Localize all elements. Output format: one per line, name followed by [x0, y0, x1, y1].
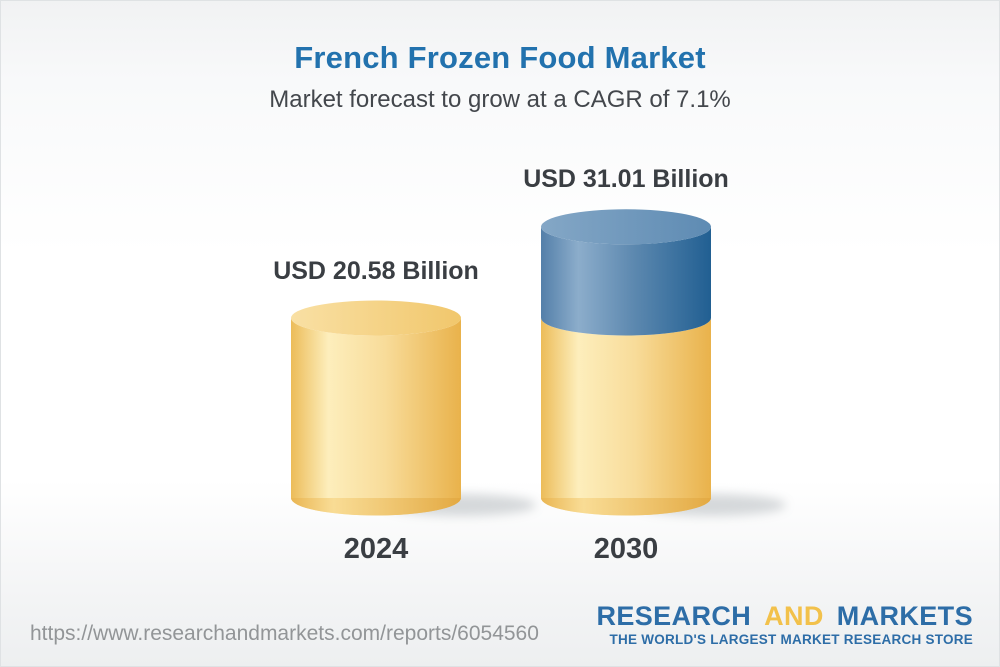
value-label-2024: USD 20.58 Billion — [273, 257, 479, 285]
page-title: French Frozen Food Market — [294, 40, 706, 75]
report-url: https://www.researchandmarkets.com/repor… — [30, 622, 539, 645]
cylinders-group — [291, 209, 786, 516]
brand-logo-wordmark: RESEARCH AND MARKETS — [596, 601, 973, 631]
brand-tagline: THE WORLD'S LARGEST MARKET RESEARCH STOR… — [609, 632, 973, 647]
value-label-2030: USD 31.01 Billion — [523, 165, 729, 193]
axis-label-2024: 2024 — [343, 533, 409, 565]
page-subtitle: Market forecast to grow at a CAGR of 7.1… — [269, 86, 731, 113]
logo-word-research: RESEARCH — [596, 601, 752, 631]
axis-label-2030: 2030 — [593, 533, 659, 565]
logo-word-markets: MARKETS — [836, 601, 973, 631]
brand-logo: RESEARCH AND MARKETS THE WORLD'S LARGEST… — [596, 603, 973, 647]
logo-word-and: AND — [764, 601, 824, 631]
